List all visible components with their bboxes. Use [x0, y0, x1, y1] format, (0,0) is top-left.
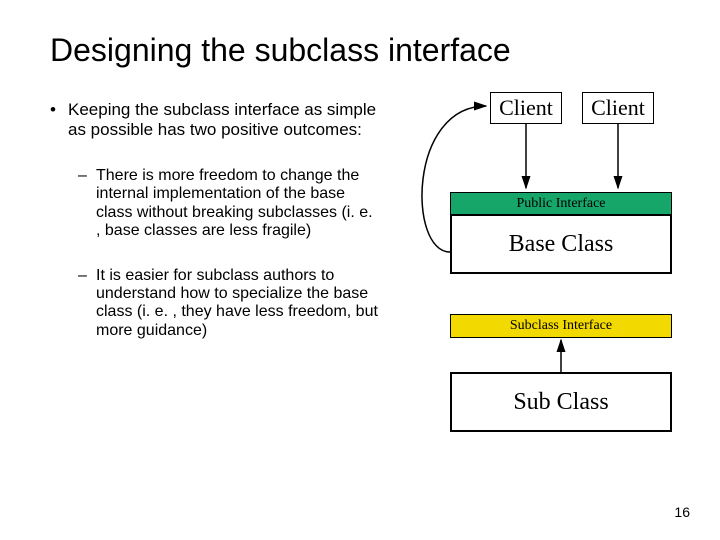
base-class-label: Base Class — [509, 231, 614, 258]
base-class-box: Base Class — [450, 214, 672, 274]
client-box-2: Client — [582, 92, 654, 124]
sub-bullet-1: – There is more freedom to change the in… — [78, 167, 380, 241]
subclass-interface-bar: Subclass Interface — [450, 314, 672, 338]
page-number: 16 — [674, 504, 690, 520]
diagram-area: Client Client Public Interface Base Clas… — [400, 92, 690, 472]
bullet-list: • Keeping the subclass interface as simp… — [50, 100, 380, 366]
client-box-1: Client — [490, 92, 562, 124]
bullet-marker: – — [78, 167, 96, 241]
slide-title: Designing the subclass interface — [50, 32, 670, 69]
bullet-marker: • — [50, 100, 68, 139]
sub-bullet-2-text: It is easier for subclass authors to und… — [96, 267, 380, 341]
subclass-interface-label: Subclass Interface — [510, 318, 612, 333]
sub-class-box: Sub Class — [450, 372, 672, 432]
main-bullet: • Keeping the subclass interface as simp… — [50, 100, 380, 139]
sub-class-label: Sub Class — [513, 389, 608, 416]
public-interface-label: Public Interface — [516, 196, 605, 211]
sub-bullet-2: – It is easier for subclass authors to u… — [78, 267, 380, 341]
public-interface-bar: Public Interface — [450, 192, 672, 216]
main-bullet-text: Keeping the subclass interface as simple… — [68, 100, 380, 139]
bullet-marker: – — [78, 267, 96, 341]
sub-bullet-1-text: There is more freedom to change the inte… — [96, 167, 380, 241]
